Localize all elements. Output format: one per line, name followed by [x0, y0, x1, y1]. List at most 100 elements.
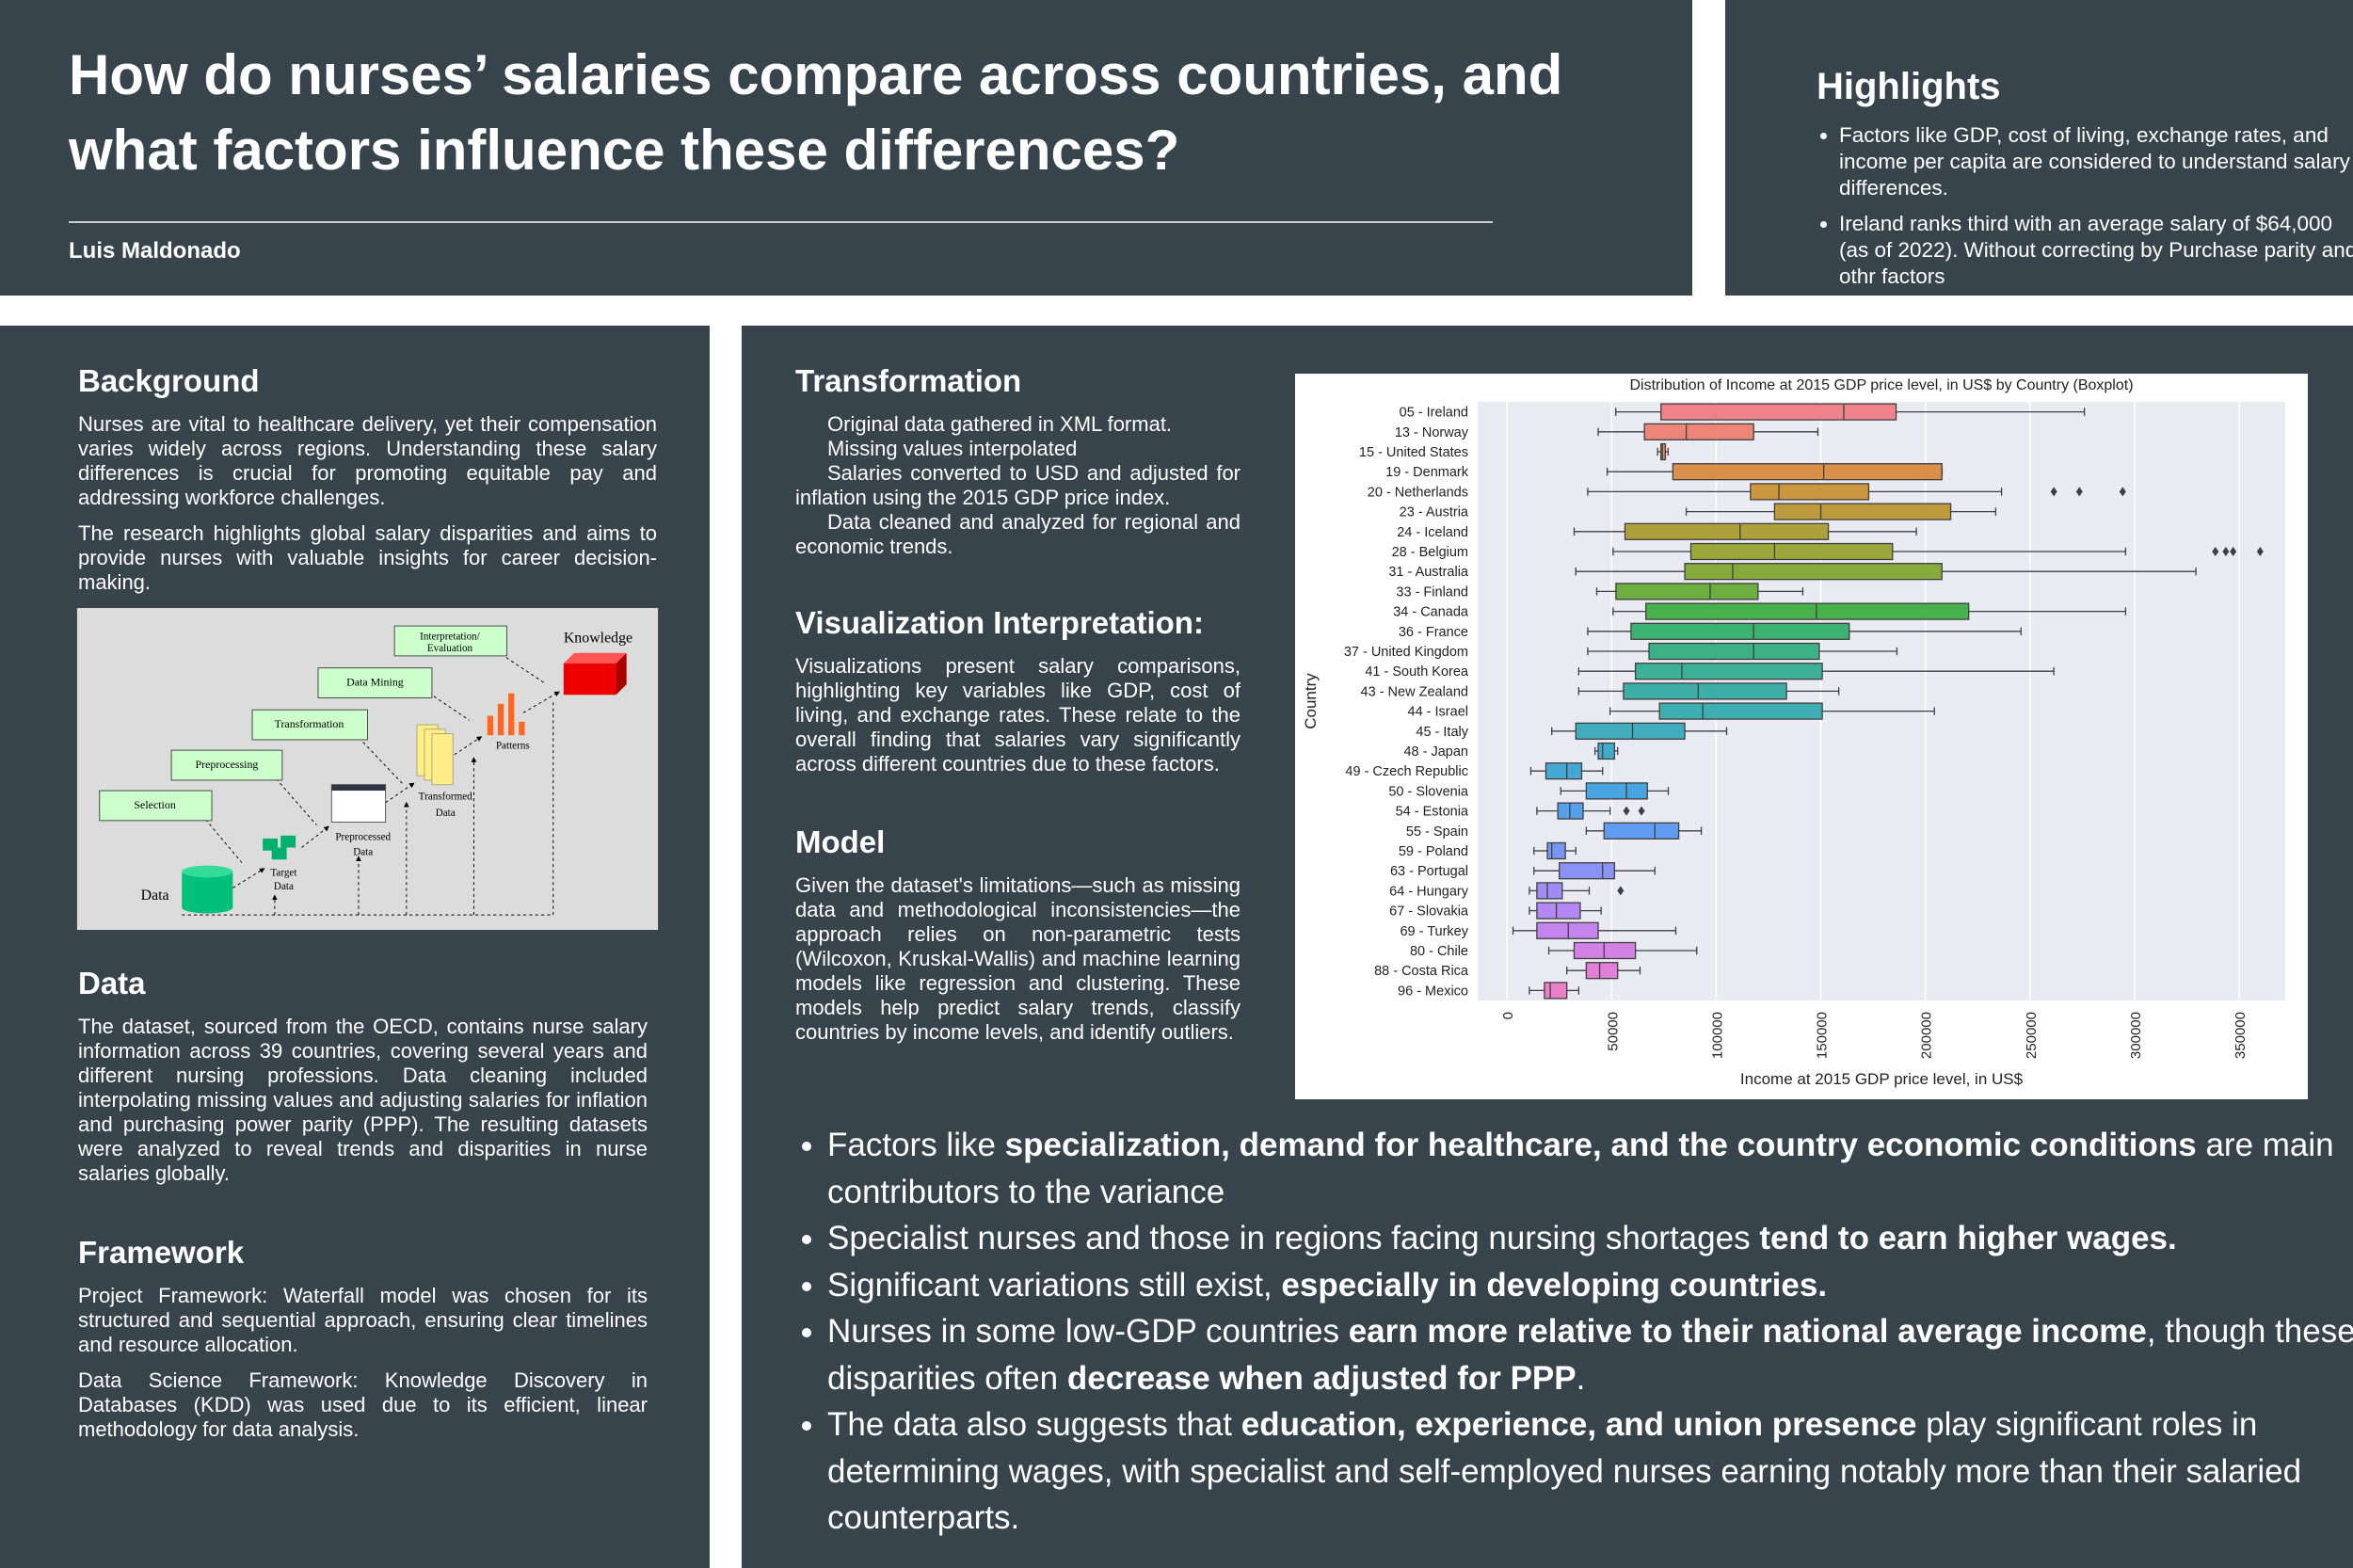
box: [1624, 522, 1830, 540]
y-tick-label: 67 - Slovakia: [1389, 904, 1469, 920]
y-tick-label: 15 - United States: [1359, 445, 1468, 460]
box: [1603, 822, 1680, 840]
finding-text: specialization, demand for healthcare, a…: [1004, 1127, 2197, 1163]
finding-item: Specialist nurses and those in regions f…: [827, 1215, 2353, 1262]
paragraph: Data cleaned and analyzed for regional a…: [795, 510, 1241, 558]
box: [1546, 841, 1566, 860]
outlier: [2050, 487, 2057, 497]
box: [1536, 921, 1599, 939]
outlier: [2256, 547, 2264, 556]
outlier: [1638, 806, 1645, 816]
step-label: Evaluation: [427, 643, 473, 654]
highlights-title: Highlights: [1817, 66, 2001, 107]
paragraph: Visualizations present salary comparison…: [795, 654, 1241, 776]
outlier: [2230, 547, 2237, 556]
box: [1643, 423, 1754, 440]
box: [1545, 762, 1583, 780]
outlier: [2075, 487, 2083, 497]
box: [1575, 722, 1686, 740]
x-tick-label: 150000: [1815, 1012, 1831, 1059]
finding-item: The data also suggests that education, e…: [827, 1401, 2353, 1542]
finding-text: education, experience, and union presenc…: [1241, 1406, 1917, 1443]
box: [1559, 862, 1616, 880]
box: [1660, 442, 1667, 461]
section-title: Model: [795, 824, 886, 859]
section-title: Framework: [78, 1235, 245, 1270]
finding-text: decrease when adjusted for PPP: [1066, 1359, 1577, 1397]
box: [1648, 642, 1820, 661]
step-label: Preprocessing: [196, 758, 259, 771]
y-tick-label: 55 - Spain: [1406, 824, 1468, 840]
y-tick-label: 37 - United Kingdom: [1344, 645, 1468, 660]
x-tick-label: 300000: [2128, 1012, 2144, 1059]
finding-text: The data also suggests that: [827, 1406, 1241, 1443]
finding-text: especially in developing countries.: [1281, 1266, 1828, 1304]
y-tick-label: 59 - Poland: [1399, 844, 1468, 859]
section-title: Visualization Interpretation:: [795, 605, 1204, 640]
paragraph: Nurses are vital to healthcare delivery,…: [78, 412, 657, 509]
box: [1557, 802, 1584, 820]
stage-label: Preprocessed: [335, 832, 391, 843]
paragraphs: Given the dataset's limitations—such as …: [795, 873, 1241, 1045]
box: [1597, 742, 1616, 760]
step-label: Data Mining: [346, 676, 404, 689]
y-tick-label: 28 - Belgium: [1392, 545, 1468, 560]
box: [1773, 503, 1952, 520]
x-tick-label: 200000: [1919, 1012, 1935, 1059]
paragraph: The research highlights global salary di…: [78, 521, 657, 594]
author: Luis Maldonado: [69, 238, 241, 264]
highlight-item: Factors like GDP, cost of living, exchan…: [1839, 122, 2353, 201]
icons: [182, 652, 627, 914]
header-panel: How do nurses’ salaries compare across c…: [0, 0, 1692, 296]
y-tick-label: 13 - Norway: [1395, 425, 1469, 440]
box: [1585, 782, 1648, 800]
y-tick-label: 48 - Japan: [1403, 744, 1468, 760]
paragraphs: Project Framework: Waterfall model was c…: [78, 1284, 648, 1442]
paragraph: Original data gathered in XML format.: [827, 412, 1173, 436]
paragraph: The dataset, sourced from the OECD, cont…: [78, 1015, 648, 1185]
data-section: Data The dataset, sourced from the OECD,…: [78, 966, 648, 1197]
step-label: Selection: [134, 798, 175, 811]
finding-text: Nurses in some low-GDP countries: [827, 1313, 1349, 1350]
box: [1645, 602, 1970, 620]
x-tick-label: 100000: [1709, 1012, 1725, 1059]
outlier: [2119, 487, 2126, 497]
y-tick-label: 34 - Canada: [1393, 605, 1469, 620]
finding-text: are main contributors to the variance: [827, 1127, 2334, 1210]
box: [1684, 563, 1943, 581]
box: [1660, 403, 1897, 421]
x-tick-label: 250000: [2024, 1012, 2040, 1059]
finding-text: Factors like: [827, 1127, 1005, 1163]
finding-text: Specialist nurses and those in regions f…: [827, 1220, 1760, 1256]
box: [1658, 702, 1823, 720]
y-tick-label: 23 - Austria: [1400, 505, 1469, 520]
y-tick-label: 05 - Ireland: [1400, 406, 1468, 421]
kdd-diagram: Selection Preprocessing Transformation D…: [76, 608, 659, 930]
paragraphs: Original data gathered in XML format. Mis…: [795, 412, 1241, 559]
step-label: Interpretation/: [420, 631, 481, 642]
box: [1573, 941, 1637, 960]
finding-text: tend to earn higher wages.: [1759, 1220, 2177, 1256]
finding-text: Significant variations still exist,: [827, 1266, 1282, 1304]
y-tick-label: 63 - Portugal: [1390, 864, 1468, 879]
box: [1615, 583, 1759, 600]
outlier: [1617, 886, 1625, 896]
x-tick-label: 350000: [2233, 1012, 2249, 1059]
findings-list: Factors like specialization, demand for …: [793, 1122, 2353, 1542]
highlights-panel: Highlights Factors like GDP, cost of liv…: [1725, 0, 2353, 296]
transformation-section: Transformation Original data gathered in…: [795, 363, 1241, 559]
paragraphs: Nurses are vital to healthcare delivery,…: [78, 412, 657, 595]
y-tick-label: 33 - Finland: [1396, 584, 1468, 600]
x-axis-label: Income at 2015 GDP price level, in US$: [1740, 1070, 2024, 1088]
paragraphs: Visualizations present salary comparison…: [795, 654, 1241, 776]
y-tick-label: 44 - Israel: [1408, 705, 1468, 720]
stage-label: Knowledge: [564, 631, 632, 647]
box: [1750, 483, 1870, 501]
stage-label: Data: [353, 846, 373, 857]
outlier: [1623, 806, 1630, 816]
y-tick-label: 49 - Czech Republic: [1345, 764, 1468, 779]
y-tick-label: 80 - Chile: [1410, 944, 1468, 959]
paragraphs: The dataset, sourced from the OECD, cont…: [78, 1015, 648, 1186]
finding-text: earn more relative to their national ave…: [1348, 1313, 2147, 1350]
finding-text: .: [1576, 1359, 1586, 1397]
